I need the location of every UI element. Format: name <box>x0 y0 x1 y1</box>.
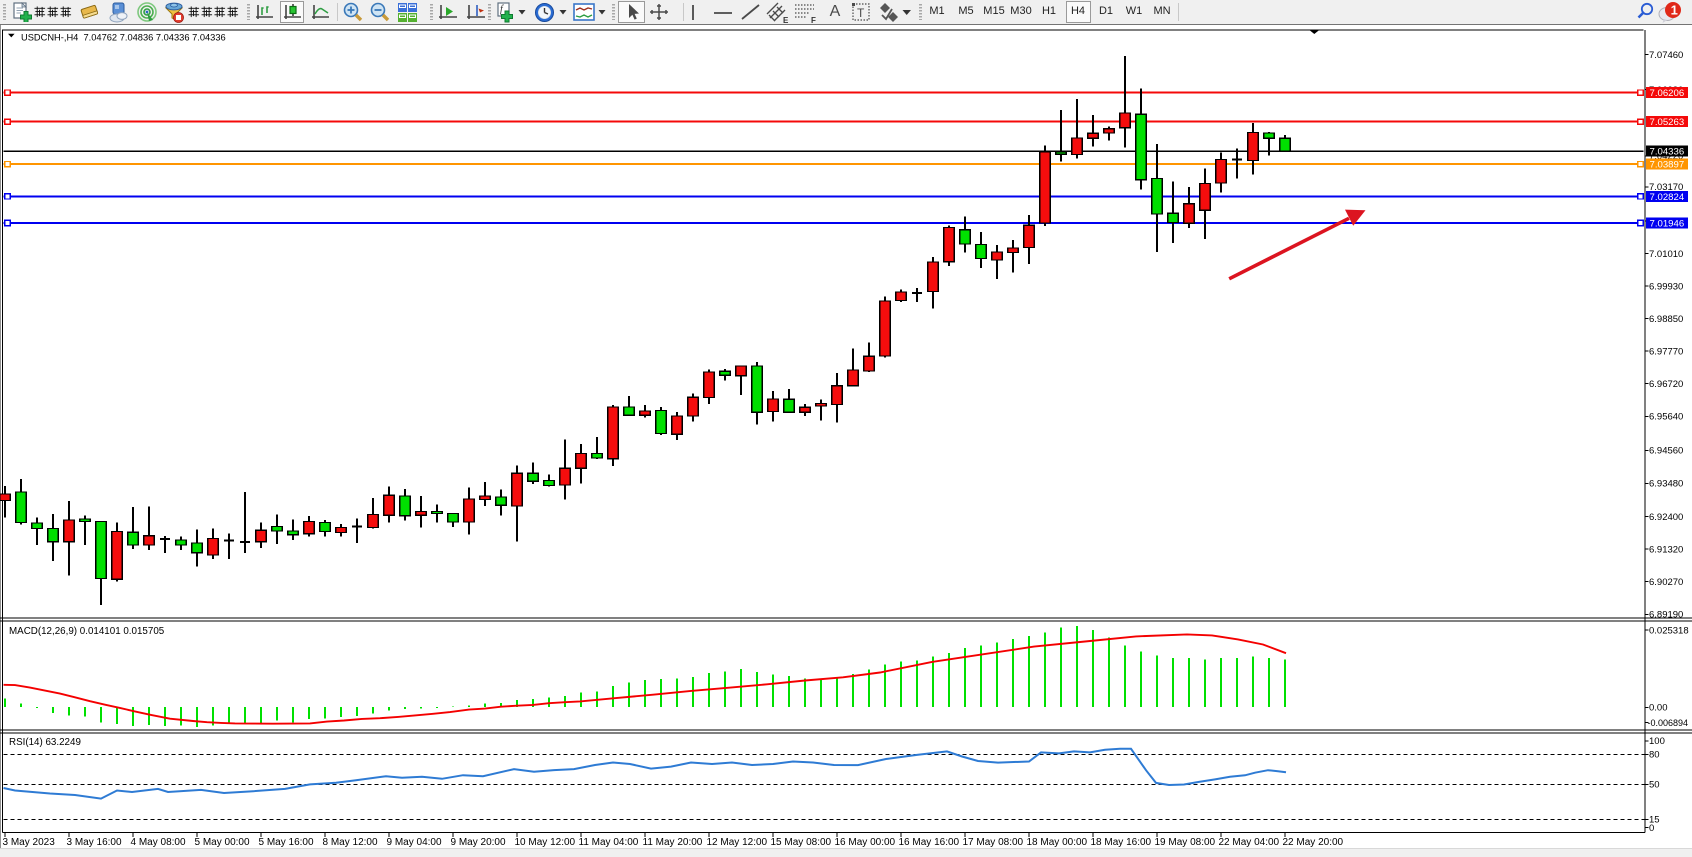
svg-text:6.97770: 6.97770 <box>1649 347 1683 358</box>
svg-text:T: T <box>857 6 865 20</box>
svg-text:15: 15 <box>1649 815 1660 826</box>
svg-text:5 May 16:00: 5 May 16:00 <box>259 837 314 848</box>
svg-text:6.89190: 6.89190 <box>1649 610 1683 621</box>
svg-text:7.02824: 7.02824 <box>1650 192 1685 203</box>
svg-text:F: F <box>811 16 816 24</box>
svg-text:7.06206: 7.06206 <box>1650 88 1685 99</box>
svg-text:6.95640: 6.95640 <box>1649 412 1683 423</box>
svg-text:6.91320: 6.91320 <box>1649 545 1683 556</box>
svg-text:7.03897: 7.03897 <box>1650 160 1685 171</box>
svg-text:11 May 04:00: 11 May 04:00 <box>579 837 639 848</box>
svg-text:16 May 00:00: 16 May 00:00 <box>835 837 896 848</box>
svg-text:9 May 20:00: 9 May 20:00 <box>451 837 506 848</box>
svg-text:22 May 04:00: 22 May 04:00 <box>1219 837 1280 848</box>
svg-text:4 May 08:00: 4 May 08:00 <box>131 837 186 848</box>
svg-text:11 May 20:00: 11 May 20:00 <box>643 837 703 848</box>
svg-text:10 May 12:00: 10 May 12:00 <box>515 837 576 848</box>
svg-text:22 May 20:00: 22 May 20:00 <box>1283 837 1344 848</box>
svg-text:0.025318: 0.025318 <box>1649 625 1689 636</box>
svg-text:7.05263: 7.05263 <box>1650 117 1685 128</box>
svg-text:RSI(14) 63.2249: RSI(14) 63.2249 <box>9 737 81 748</box>
svg-text:18 May 16:00: 18 May 16:00 <box>1091 837 1152 848</box>
svg-text:19 May 08:00: 19 May 08:00 <box>1155 837 1216 848</box>
svg-text:100: 100 <box>1649 736 1665 747</box>
svg-text:7.01010: 7.01010 <box>1649 249 1683 260</box>
svg-text:E: E <box>783 16 789 24</box>
svg-text:1: 1 <box>1671 3 1678 18</box>
svg-text:MACD(12,26,9) 0.014101 0.01570: MACD(12,26,9) 0.014101 0.015705 <box>9 626 165 637</box>
svg-text:7.03170: 7.03170 <box>1649 182 1683 193</box>
svg-text:6.90270: 6.90270 <box>1649 577 1683 588</box>
svg-text:6.98850: 6.98850 <box>1649 314 1683 325</box>
svg-text:16 May 16:00: 16 May 16:00 <box>899 837 960 848</box>
svg-text:-0.006894: -0.006894 <box>1648 718 1689 728</box>
svg-text:0.00: 0.00 <box>1649 703 1668 714</box>
svg-text:50: 50 <box>1649 780 1660 791</box>
svg-text:7.01946: 7.01946 <box>1650 218 1685 229</box>
svg-text:15 May 08:00: 15 May 08:00 <box>771 837 832 848</box>
svg-text:12 May 12:00: 12 May 12:00 <box>707 837 768 848</box>
svg-text:6.96720: 6.96720 <box>1649 379 1683 390</box>
svg-text:3 May 2023: 3 May 2023 <box>3 837 56 848</box>
svg-text:17 May 08:00: 17 May 08:00 <box>963 837 1024 848</box>
svg-text:9 May 04:00: 9 May 04:00 <box>387 837 442 848</box>
svg-text:6.94560: 6.94560 <box>1649 446 1683 457</box>
svg-text:7.07460: 7.07460 <box>1649 50 1683 61</box>
svg-text:6.99930: 6.99930 <box>1649 281 1683 292</box>
svg-text:USDCNH-,H4 7.04762 7.04836 7.: USDCNH-,H4 7.04762 7.04836 7.04336 7.043… <box>21 32 226 42</box>
svg-text:7.04336: 7.04336 <box>1650 147 1685 158</box>
svg-text:6.92400: 6.92400 <box>1649 512 1683 523</box>
svg-text:18 May 00:00: 18 May 00:00 <box>1027 837 1088 848</box>
svg-text:80: 80 <box>1649 750 1660 761</box>
svg-text:5 May 00:00: 5 May 00:00 <box>195 837 250 848</box>
svg-text:8 May 12:00: 8 May 12:00 <box>323 837 378 848</box>
svg-text:0: 0 <box>1649 823 1654 834</box>
svg-text:f: f <box>500 4 504 15</box>
svg-text:3 May 16:00: 3 May 16:00 <box>67 837 122 848</box>
svg-text:6.93480: 6.93480 <box>1649 479 1683 490</box>
